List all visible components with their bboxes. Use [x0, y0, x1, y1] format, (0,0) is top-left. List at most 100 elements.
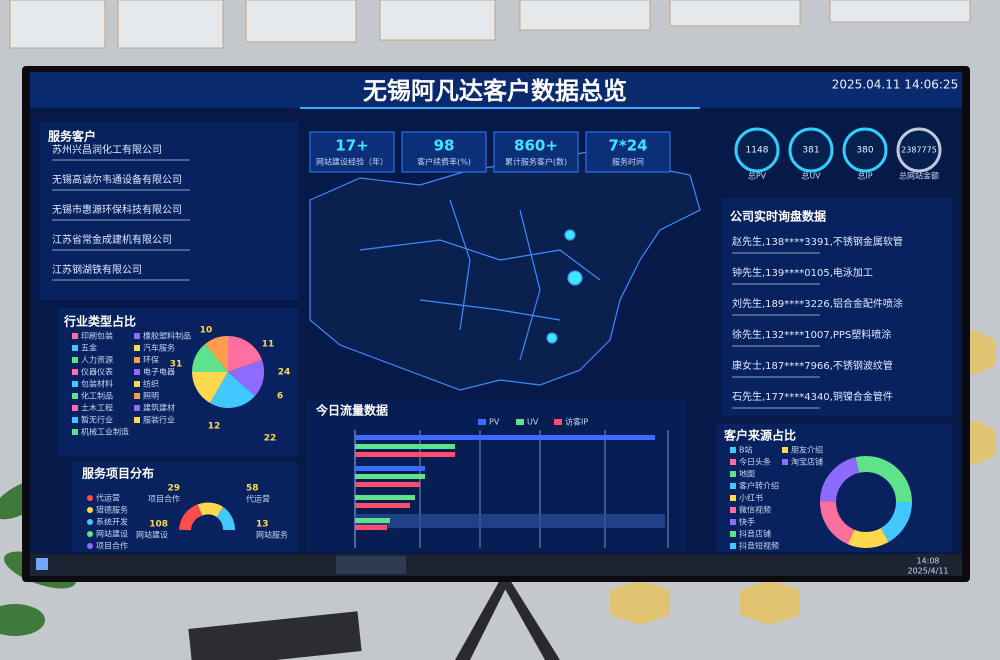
- legend-label: 汽车服务: [143, 343, 175, 353]
- client-name: 江苏省常金成建机有限公司: [52, 233, 172, 246]
- taskbar-time: 14:08: [916, 557, 939, 566]
- legend-swatch: [730, 483, 736, 489]
- browser-task[interactable]: [336, 556, 406, 574]
- client-name: 江苏钢湖铁有限公司: [52, 263, 142, 276]
- legend-swatch: [134, 357, 140, 363]
- legend-label: 抖音短视频: [739, 541, 779, 551]
- legend-swatch: [72, 429, 78, 435]
- legend-swatch: [72, 405, 78, 411]
- legend-dot: [87, 507, 93, 513]
- pie-label: 22: [264, 434, 277, 444]
- pie-label: 11: [262, 340, 275, 350]
- legend-swatch: [730, 459, 736, 465]
- total-ring: [734, 127, 780, 173]
- legend-swatch: [134, 345, 140, 351]
- donut-name: 网站服务: [256, 530, 288, 540]
- total-label: 总IP: [857, 171, 872, 181]
- legend-swatch: [134, 417, 140, 423]
- legend-swatch: [782, 459, 788, 465]
- legend-label: 五金: [81, 343, 97, 353]
- legend-swatch: [72, 381, 78, 387]
- legend-label: 网站建设: [96, 529, 128, 539]
- total-value: 1148: [746, 146, 769, 156]
- dashboard-title: 无锡阿凡达客户数据总览: [363, 77, 627, 105]
- legend-label: 包装材料: [81, 379, 113, 389]
- section-title: 客户来源占比: [723, 428, 796, 443]
- section-title: 行业类型占比: [63, 314, 136, 329]
- services-donut: [179, 502, 235, 531]
- section-title: 服务客户: [48, 129, 96, 144]
- legend-label: 机械工业制造: [81, 427, 129, 437]
- taskbar: [30, 554, 962, 576]
- inquiries-panel: [722, 198, 952, 416]
- total-label: 总网站金额: [899, 171, 939, 181]
- client-name: 无锡市惠源环保科技有限公司: [52, 203, 182, 216]
- services-panel: [72, 462, 298, 552]
- legend-swatch: [134, 369, 140, 375]
- donut-name: 项目合作: [148, 494, 180, 504]
- legend-label: 淘宝店铺: [791, 457, 823, 467]
- legend-swatch: [72, 357, 78, 363]
- start-button[interactable]: [36, 558, 48, 570]
- legend-swatch: [72, 345, 78, 351]
- legend-dot: [87, 519, 93, 525]
- legend-label: B站: [739, 445, 753, 455]
- legend-label: 地图: [739, 469, 755, 479]
- pie-label: 10: [200, 326, 213, 336]
- legend-label: 访客IP: [565, 417, 588, 427]
- clients-panel: [40, 122, 298, 300]
- legend-label: 今日头条: [739, 457, 771, 467]
- inquiry-item: 钟先生,139****0105,电泳加工: [732, 266, 873, 279]
- donut-value: 58: [246, 484, 259, 494]
- legend-swatch: [730, 543, 736, 549]
- donut-name: 网站建设: [136, 530, 168, 540]
- wall-frames: [9, 0, 971, 49]
- section-title: 今日流量数据: [315, 403, 388, 418]
- stat-value: 860+: [514, 137, 558, 155]
- sources-donut: [820, 456, 912, 548]
- datetime: 2025.04.11 14:06:25: [832, 78, 958, 92]
- legend-swatch: [134, 393, 140, 399]
- legend-label: 暂无行业: [81, 415, 113, 425]
- total-value: 380: [856, 146, 873, 156]
- legend-label: 服装行业: [143, 415, 175, 425]
- legend-swatch: [516, 419, 524, 425]
- legend-swatch: [730, 519, 736, 525]
- total-value: 381: [802, 146, 819, 156]
- legend-swatch: [72, 333, 78, 339]
- legend-swatch: [72, 369, 78, 375]
- total-value: 2387775: [901, 146, 937, 155]
- legend-label: 小红书: [739, 493, 763, 503]
- taskbar-date: 2025/4/11: [907, 567, 948, 576]
- legend-label: UV: [527, 418, 539, 427]
- legend-swatch: [782, 447, 788, 453]
- legend-label: 橡胶塑料制品: [143, 331, 191, 341]
- stand: [455, 580, 560, 660]
- stat-tile: [309, 131, 395, 173]
- legend-swatch: [72, 393, 78, 399]
- legend-swatch: [478, 419, 486, 425]
- total-ring: [896, 127, 942, 173]
- legend-dot: [87, 543, 93, 549]
- industry-pie: [191, 335, 265, 408]
- donut-value: 13: [256, 520, 269, 530]
- stat-label: 累计服务客户(数): [505, 157, 567, 167]
- donut-value: 108: [149, 520, 168, 530]
- stat-tile: [585, 131, 671, 173]
- keyboard: [188, 611, 362, 660]
- section-title: 公司实时询盘数据: [730, 209, 826, 224]
- inquiry-item: 徐先生,132****1007,PPS塑料喷涂: [732, 328, 891, 341]
- total-label: 总PV: [748, 171, 767, 181]
- donut-value: 29: [167, 484, 180, 494]
- total-ring: [788, 127, 834, 173]
- stat-value: 98: [434, 137, 455, 155]
- legend-swatch: [554, 419, 562, 425]
- traffic-chart: [354, 430, 669, 548]
- total-ring: [842, 127, 888, 173]
- legend-swatch: [134, 333, 140, 339]
- donut-name: 代运营: [246, 494, 270, 504]
- stat-tile: [493, 131, 579, 173]
- stat-label: 服务时间: [612, 157, 644, 167]
- legend-label: 抖音店铺: [739, 529, 771, 539]
